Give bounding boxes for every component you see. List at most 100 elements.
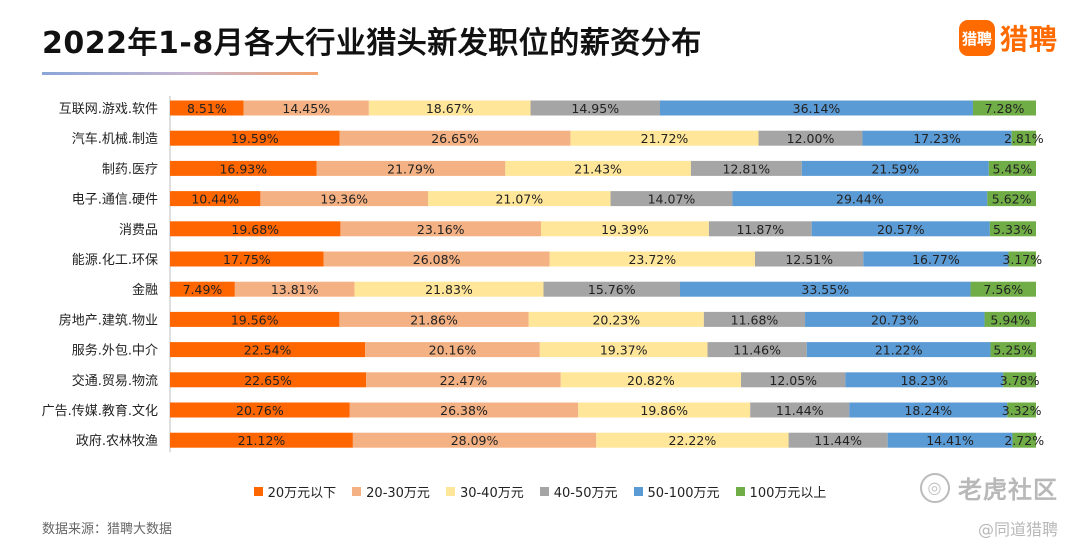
data-label: 8.51% — [187, 101, 227, 116]
data-label: 21.86% — [410, 312, 458, 327]
data-label: 16.77% — [912, 252, 960, 267]
data-label: 5.62% — [992, 192, 1032, 207]
data-label: 29.44% — [836, 192, 884, 207]
chart-legend: 20万元以下 20-30万元 30-40万元 40-50万元 50-100万元 100万元… — [0, 482, 1080, 501]
watermark-handle: @同道猎聘 — [977, 520, 1058, 539]
data-label: 19.68% — [231, 222, 279, 237]
bar-segment — [505, 160, 691, 176]
data-label: 7.28% — [985, 101, 1025, 116]
data-label: 33.55% — [801, 282, 849, 297]
data-label: 11.44% — [776, 403, 824, 418]
bar-segment — [352, 432, 597, 448]
bar-segment — [170, 100, 244, 116]
legend-item: 20万元以下 — [253, 482, 336, 501]
data-label: 19.37% — [600, 343, 648, 358]
data-label: 19.39% — [601, 222, 649, 237]
bar-segment — [750, 402, 850, 418]
data-label: 14.07% — [648, 192, 696, 207]
bar-segment — [806, 342, 991, 358]
data-label: 2.72% — [1004, 433, 1044, 448]
category-label: 电子.通信.硬件 — [72, 193, 158, 208]
data-label: 23.72% — [628, 252, 676, 267]
data-label: 10.44% — [191, 192, 239, 207]
category-label: 消费品 — [119, 223, 158, 238]
bar-segment — [170, 372, 367, 388]
data-label: 21.72% — [641, 131, 689, 146]
category-label: 汽车.机械.制造 — [72, 131, 158, 147]
bar-segment — [610, 191, 733, 207]
bar-segment — [989, 221, 1036, 237]
bar-segment — [540, 221, 709, 237]
data-label: 26.65% — [431, 131, 479, 146]
legend-swatch — [633, 487, 643, 496]
data-label: 11.46% — [733, 343, 781, 358]
bar-segment — [788, 432, 888, 448]
bar-segment — [887, 432, 1013, 448]
bar-segment — [970, 281, 1036, 297]
bar-segment — [549, 251, 755, 267]
legend-item: 50-100万元 — [633, 482, 720, 501]
bar-segment — [539, 342, 708, 358]
stacked-bar-chart: 互联网.游戏.软件 8.51% 14.45% 18.67% 14.95% 36.14% 7.… — [42, 96, 1044, 453]
data-label: 23.16% — [417, 222, 465, 237]
legend-label: 40-50万元 — [553, 486, 618, 501]
legend-item: 100万元以上 — [735, 482, 827, 501]
category-label: 广告.传媒.教育.文化 — [42, 403, 158, 419]
data-label: 22.47% — [440, 373, 488, 388]
legend-swatch — [352, 487, 362, 496]
data-label: 20.23% — [592, 312, 640, 327]
liepin-logo-text: 猎聘 — [999, 23, 1058, 56]
data-label: 17.75% — [223, 252, 271, 267]
bar-segment — [349, 402, 579, 418]
data-label: 17.23% — [913, 131, 961, 146]
liepin-logo-icon: 猎聘 — [958, 20, 995, 56]
data-label: 28.09% — [451, 433, 499, 448]
legend-item: 20-30万元 — [352, 482, 430, 501]
bar-segment — [754, 251, 864, 267]
data-label: 21.59% — [871, 161, 919, 176]
bar-segment — [845, 372, 1004, 388]
bar-segment — [679, 281, 971, 297]
bar-segment — [1007, 402, 1036, 418]
data-label: 26.08% — [413, 252, 461, 267]
data-label: 19.59% — [231, 131, 279, 146]
legend-swatch — [445, 487, 455, 496]
data-label: 14.95% — [571, 101, 619, 116]
data-label: 12.05% — [769, 373, 817, 388]
watermark-community: ◎ 老虎社区 — [920, 470, 1058, 505]
data-label: 11.68% — [731, 312, 779, 327]
category-label: 能源.化工.环保 — [72, 253, 158, 268]
bar-segment — [170, 432, 353, 448]
data-label: 2.81% — [1004, 131, 1044, 146]
data-source-note: 数据来源：猎聘大数据 — [42, 522, 173, 537]
category-label: 服务.外包.中介 — [72, 343, 158, 359]
legend-label: 100万元以上 — [749, 486, 827, 501]
bar-segment — [170, 160, 317, 176]
bar-segment — [260, 191, 429, 207]
bar-segment — [339, 311, 529, 327]
bar-segment — [659, 100, 973, 116]
bar-segment — [316, 160, 506, 176]
bar-segment — [366, 372, 561, 388]
bar-segment — [170, 191, 261, 207]
category-label: 房地产.建筑.物业 — [59, 312, 158, 328]
bar-segment — [690, 160, 802, 176]
bar-segment — [243, 100, 369, 116]
data-label: 36.14% — [793, 101, 841, 116]
chart-title: 2022年1-8月各大行业猎头新发职位的薪资分布 — [42, 26, 702, 61]
data-label: 20.73% — [871, 312, 919, 327]
data-label: 20.57% — [877, 222, 925, 237]
data-label: 5.33% — [993, 222, 1033, 237]
category-label: 政府.农林牧渔 — [76, 434, 158, 449]
bar-segment — [849, 402, 1008, 418]
legend-swatch — [539, 487, 549, 496]
data-label: 22.65% — [244, 373, 292, 388]
legend-label: 20-30万元 — [366, 486, 430, 501]
bar-segment — [1003, 372, 1036, 388]
legend-label: 30-40万元 — [459, 486, 524, 501]
bar-segment — [368, 100, 531, 116]
bar-segment — [578, 402, 751, 418]
title-underline — [42, 72, 318, 75]
data-label: 19.56% — [231, 312, 279, 327]
bar-segment — [354, 281, 544, 297]
